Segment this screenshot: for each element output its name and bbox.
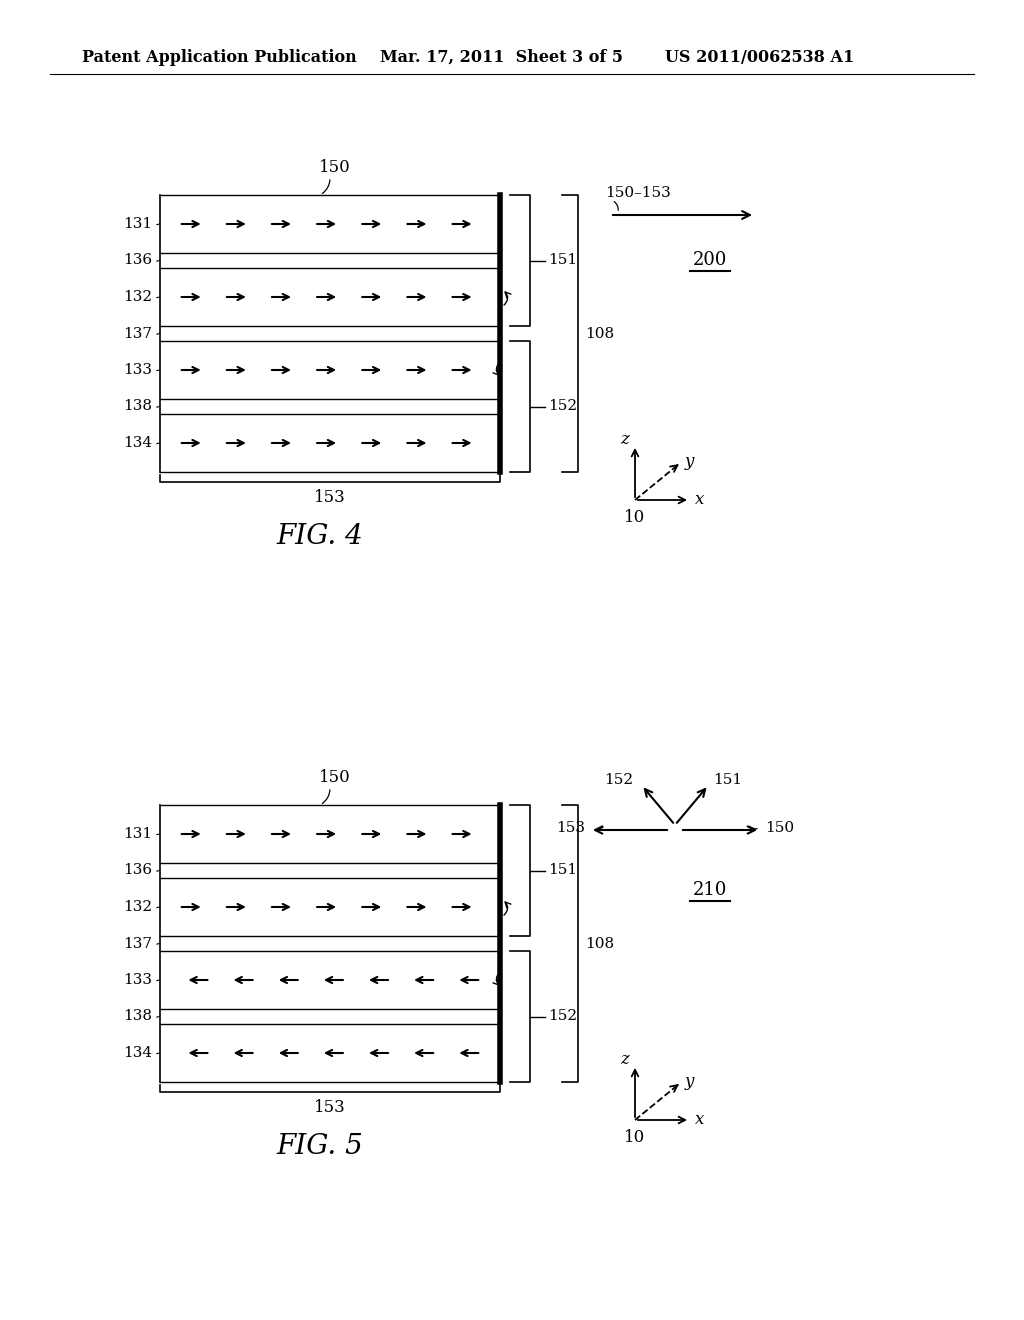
Text: 131: 131	[123, 216, 152, 231]
Text: 10: 10	[625, 1130, 645, 1147]
Text: 150–153: 150–153	[605, 186, 671, 201]
Text: 150: 150	[319, 158, 351, 176]
Text: 151: 151	[714, 774, 742, 787]
Text: 136: 136	[123, 863, 152, 878]
Text: 137: 137	[123, 326, 152, 341]
Text: 108: 108	[585, 936, 614, 950]
Text: 132: 132	[123, 290, 152, 304]
Text: 134: 134	[123, 1045, 152, 1060]
Text: 200: 200	[693, 251, 727, 269]
Text: 152: 152	[604, 774, 634, 787]
Text: 134: 134	[123, 436, 152, 450]
Text: 108: 108	[585, 326, 614, 341]
Text: Patent Application Publication: Patent Application Publication	[82, 49, 356, 66]
Text: 10: 10	[625, 510, 645, 527]
Text: 136: 136	[123, 253, 152, 268]
Text: FIG. 5: FIG. 5	[276, 1134, 364, 1160]
Text: 152: 152	[548, 400, 578, 413]
Text: 150: 150	[319, 768, 351, 785]
Text: 210: 210	[693, 880, 727, 899]
Text: 137: 137	[123, 936, 152, 950]
Text: FIG. 4: FIG. 4	[276, 524, 364, 550]
Text: x: x	[695, 1111, 705, 1129]
Text: US 2011/0062538 A1: US 2011/0062538 A1	[665, 49, 854, 66]
Text: 152: 152	[548, 1010, 578, 1023]
Text: 133: 133	[123, 973, 152, 987]
Text: 132: 132	[123, 900, 152, 913]
Text: 138: 138	[123, 1010, 152, 1023]
Text: 151: 151	[548, 253, 578, 268]
Text: x: x	[695, 491, 705, 508]
Text: 153: 153	[314, 488, 346, 506]
Text: y: y	[684, 1072, 693, 1089]
Text: z: z	[621, 1052, 630, 1068]
Text: 153: 153	[556, 821, 585, 836]
Text: 151: 151	[548, 863, 578, 878]
Text: 138: 138	[123, 400, 152, 413]
Text: 150: 150	[765, 821, 795, 836]
Text: z: z	[621, 432, 630, 449]
Text: 133: 133	[123, 363, 152, 378]
Text: 131: 131	[123, 828, 152, 841]
Text: y: y	[684, 453, 693, 470]
Text: Mar. 17, 2011  Sheet 3 of 5: Mar. 17, 2011 Sheet 3 of 5	[380, 49, 623, 66]
Text: 153: 153	[314, 1098, 346, 1115]
